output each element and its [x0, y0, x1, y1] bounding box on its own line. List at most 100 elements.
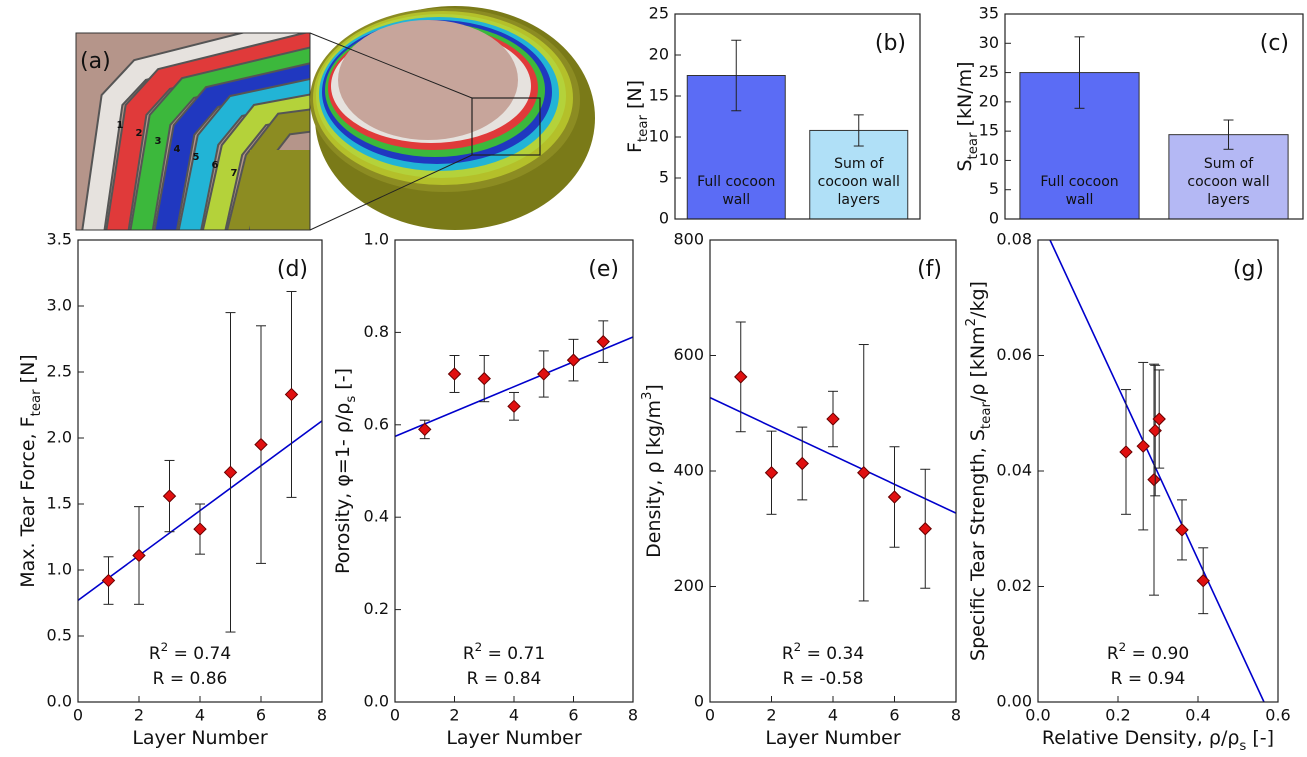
bar-label-line: Full cocoon [1040, 174, 1118, 190]
x-tick-label: 0 [390, 706, 400, 725]
bar-label-line: Sum of [834, 156, 884, 172]
layer-label: 3 [155, 136, 162, 147]
layer-label: 6 [212, 160, 219, 171]
panel-label: (g) [1233, 257, 1264, 282]
y-tick-label: 10 [649, 127, 669, 146]
y-tick-label: 0.00 [996, 692, 1032, 711]
layer-band [131, 48, 310, 230]
plot-frame [1037, 239, 1279, 703]
y-axis-label: Max. Tear Force, Ftear [N] [17, 354, 44, 587]
x-axis-label-part: Layer Number [132, 727, 268, 749]
y-axis-label-part: 3 [640, 392, 655, 400]
y-axis-label-part: tear [636, 115, 651, 143]
y-tick-label: 0 [694, 692, 704, 711]
zoom-line [309, 154, 473, 231]
bar-label: Sum of cocoon wall layers [818, 156, 900, 208]
y-axis-label-part: ] [643, 384, 665, 391]
marker [857, 466, 871, 480]
y-tick-label: 0.6 [364, 414, 389, 433]
annotation-part: R [149, 644, 161, 664]
layer-label: 5 [193, 152, 200, 163]
marker [507, 399, 521, 414]
x-tick-label: 6 [889, 706, 899, 725]
y-tick-label: 800 [673, 230, 704, 249]
layer-band [107, 33, 310, 230]
layer-band [179, 80, 310, 230]
x-axis-label-part: s [1239, 739, 1246, 754]
x-tick-label: 0.0 [1025, 706, 1050, 725]
y-axis-label-part: [N] [624, 80, 646, 115]
annotation: R2 = 0.34 [782, 640, 864, 665]
y-tick-label: 15 [979, 121, 999, 140]
annotation-part: = 0.74 [168, 644, 231, 664]
y-axis-label-part: /kg] [967, 281, 989, 318]
x-tick-label: 4 [828, 706, 838, 725]
y-tick-label: 30 [979, 33, 999, 52]
y-tick-label: 0.0 [364, 692, 389, 711]
y-tick-label: 0.04 [996, 461, 1032, 480]
y-axis-label-part: /ρ [kNm [967, 326, 989, 402]
y-axis-label: Specific Tear Strength, Stear/ρ [kNm2/kg… [964, 281, 994, 661]
marker [162, 489, 177, 503]
annotation-part: R = 0.84 [467, 669, 542, 689]
annotation-part: = 0.71 [482, 644, 545, 664]
fit-line [395, 336, 633, 438]
y-tick-label: 0.5 [47, 626, 72, 645]
y-tick-label: 35 [979, 4, 999, 23]
bar-label-line: Full cocoon [697, 174, 775, 190]
layer-label: 1 [117, 120, 124, 131]
annotation-part: R = -0.58 [783, 669, 864, 689]
annotation-part: 2 [1119, 640, 1127, 654]
y-tick-label: 0.02 [996, 576, 1032, 595]
y-axis-label-part: tear [966, 132, 981, 160]
y-tick-label: 0.2 [364, 599, 389, 618]
x-tick-label: 4 [509, 706, 519, 725]
y-tick-label: 1.5 [47, 494, 72, 513]
layer-label: 2 [136, 128, 143, 139]
x-axis-label: Layer Number [446, 727, 582, 749]
bar-label: Sum of cocoon wall layers [1187, 156, 1269, 208]
y-tick-label: 0.8 [364, 322, 389, 341]
x-tick-label: 2 [766, 706, 776, 725]
y-axis-label-part: s [344, 396, 359, 403]
y-axis-label-part: F [624, 142, 646, 153]
bar-label-line: wall [722, 192, 750, 208]
y-tick-label: 20 [649, 45, 669, 64]
annotation-part: = 0.34 [801, 644, 864, 664]
panel-label: (f) [917, 257, 942, 282]
marker [447, 367, 462, 381]
marker [284, 387, 299, 402]
annotation-part: R = 0.86 [153, 669, 228, 689]
x-axis-label: Layer Number [765, 727, 901, 749]
marker [132, 548, 146, 563]
y-axis-label: Porosity, φ=1- ρ/ρs [-] [332, 368, 359, 574]
y-axis-label-part: 2 [964, 318, 979, 326]
annotation: R = 0.84 [467, 669, 542, 689]
marker [1196, 574, 1210, 588]
bar-label-line: layers [838, 192, 880, 208]
bar-label-line: cocoon wall [818, 174, 900, 190]
y-axis-label-part: [kN/m] [954, 61, 976, 132]
y-tick-label: 3.0 [47, 296, 72, 315]
marker [418, 422, 432, 437]
marker [1136, 439, 1150, 453]
plot-frame [394, 239, 634, 703]
y-axis-label-part: [N] [17, 354, 39, 389]
annotation-part: R [463, 644, 475, 664]
y-axis-label-part: Porosity, φ=1- ρ/ρ [332, 403, 354, 574]
x-axis-label-part: Relative Density, ρ/ρ [1042, 727, 1240, 749]
inset-layers [81, 33, 310, 230]
x-tick-label: 6 [256, 706, 266, 725]
panel-label: (a) [80, 49, 111, 74]
marker [734, 370, 748, 384]
x-tick-label: 0.4 [1185, 706, 1210, 725]
y-axis-label-part: Specific Tear Strength, S [967, 429, 989, 661]
x-axis-label: Layer Number [132, 727, 268, 749]
x-tick-label: 4 [195, 706, 205, 725]
annotation-part: 2 [475, 640, 483, 654]
annotation: R2 = 0.74 [149, 640, 231, 665]
marker [101, 573, 116, 588]
marker [254, 437, 268, 452]
fit-line [710, 396, 956, 514]
panel-label: (d) [277, 257, 308, 282]
